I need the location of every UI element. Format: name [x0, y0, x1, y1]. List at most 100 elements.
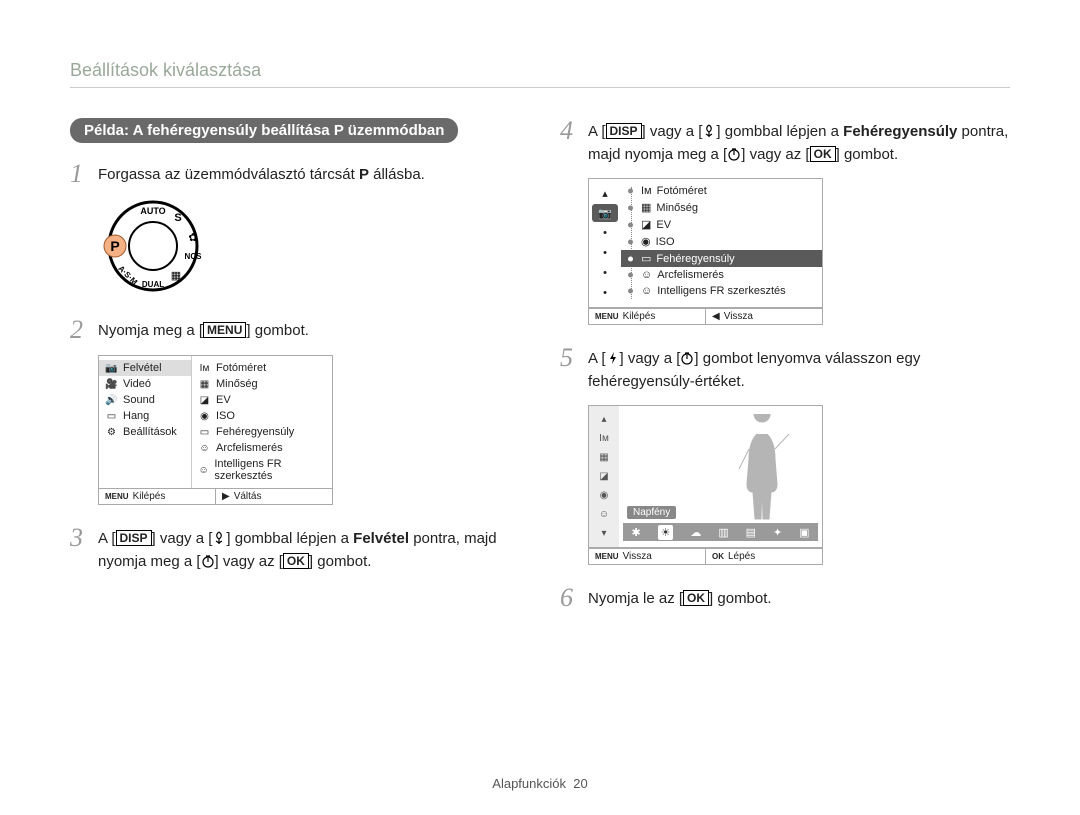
video-icon: 🎥: [105, 378, 118, 390]
dot-icon: •: [589, 263, 621, 283]
list-item: ◪EV: [621, 216, 822, 233]
step-5: 5 A [] vagy a [] gombot lenyomva válassz…: [560, 345, 1010, 393]
size-icon: Iм: [589, 433, 619, 444]
iso-icon: ◉: [641, 235, 651, 248]
wb-custom-icon: ▣: [799, 526, 809, 539]
step-text: Nyomja meg a [MENU] gombot.: [98, 317, 309, 343]
step-4: 4 A [DISP] vagy a [] gombbal lépjen a Fe…: [560, 118, 1010, 166]
camera-icon: 📷: [592, 204, 618, 222]
disp-button-icon: DISP: [606, 123, 642, 139]
step-text: Forgassa az üzemmódválasztó tárcsát P ál…: [98, 161, 425, 187]
example-label: Példa: A fehéregyensúly beállítása P üze…: [70, 118, 458, 143]
menu-left-item: 🔊Sound: [99, 392, 191, 408]
list-item-selected: ▭Fehéregyensúly: [621, 250, 822, 267]
quality-icon: ▦: [198, 378, 211, 390]
menu-screen-2: ▴ 📷 • • • • IмFotóméret ▦Minőség ◪EV ◉IS…: [588, 178, 823, 325]
page-header: Beállítások kiválasztása: [70, 60, 1010, 88]
step-number: 5: [560, 345, 588, 371]
wb-fluorescent-l-icon: ▤: [746, 526, 756, 539]
iso-icon: ◉: [589, 490, 619, 501]
list-item: ☺Intelligens FR szerkesztés: [621, 283, 822, 299]
up-arrow-icon: ▴: [589, 183, 621, 203]
quality-icon: ▦: [641, 201, 651, 214]
step-number: 1: [70, 161, 98, 187]
step-number: 2: [70, 317, 98, 343]
menu-left-item: 📷Felvétel: [99, 360, 191, 376]
up-arrow-icon: ▴: [589, 414, 619, 425]
menu-right-item: ☺Arcfelismerés: [192, 440, 332, 456]
svg-text:NCS: NCS: [185, 252, 203, 261]
step-text: Nyomja le az [OK] gombot.: [588, 585, 772, 611]
step-1: 1 Forgassa az üzemmódválasztó tárcsát P …: [70, 161, 520, 187]
face-icon: ☺: [198, 442, 211, 454]
step-text: A [DISP] vagy a [] gombbal lépjen a Fehé…: [588, 118, 1010, 166]
step-text: A [] vagy a [] gombot lenyomva válasszon…: [588, 345, 1010, 393]
macro-icon: [212, 531, 226, 545]
size-icon: Iм: [198, 362, 211, 374]
svg-text:DUAL: DUAL: [142, 280, 164, 289]
menu-right-item: ▦Minőség: [192, 376, 332, 392]
footer-back: MENUVissza: [589, 549, 705, 564]
wb-auto-icon: ✱: [631, 526, 640, 539]
menu-right-item: ▭Fehéregyensúly: [192, 424, 332, 440]
smart-icon: ☺: [198, 464, 209, 476]
timer-icon: [201, 554, 215, 568]
list-item: ☺Arcfelismerés: [621, 267, 822, 283]
menu-screen-1: 📷Felvétel 🎥Videó 🔊Sound ▭Hang ⚙Beállítás…: [98, 355, 333, 505]
dot-icon: •: [589, 223, 621, 243]
dot-icon: •: [589, 243, 621, 263]
footer-exit: MENUKilépés: [589, 309, 705, 324]
menu-right-item: ◉ISO: [192, 408, 332, 424]
list-item: IмFotóméret: [621, 183, 822, 199]
step-number: 6: [560, 585, 588, 611]
step-number: 4: [560, 118, 588, 144]
ok-button-icon: OK: [683, 590, 709, 606]
step-6: 6 Nyomja le az [OK] gombot.: [560, 585, 1010, 611]
svg-text:AUTO: AUTO: [140, 206, 165, 216]
menu-left-item: 🎥Videó: [99, 376, 191, 392]
list-item: ◉ISO: [621, 233, 822, 250]
camera-icon: 📷: [105, 362, 118, 374]
footer-switch: ▶Váltás: [215, 489, 332, 504]
ev-icon: ◪: [589, 471, 619, 482]
wb-icon: ▭: [641, 252, 651, 265]
footer-back: ◀Vissza: [705, 309, 822, 324]
menu-left-item: ▭Hang: [99, 408, 191, 424]
disp-button-icon: DISP: [116, 530, 152, 546]
footer-exit: MENUKilépés: [99, 489, 215, 504]
left-column: Példa: A fehéregyensúly beállítása P üze…: [70, 118, 520, 623]
ev-icon: ◪: [198, 394, 211, 406]
menu-right-item: ◪EV: [192, 392, 332, 408]
size-icon: Iм: [641, 185, 652, 197]
list-item: ▦Minőség: [621, 199, 822, 216]
smart-icon: ☺: [589, 509, 619, 520]
sound-icon: 🔊: [105, 394, 118, 406]
svg-text:▦: ▦: [171, 270, 181, 282]
wb-daylight-icon: ☀: [658, 525, 674, 540]
person-silhouette: [727, 414, 797, 524]
page-footer: Alapfunkciók 20: [0, 776, 1080, 791]
step-number: 3: [70, 525, 98, 551]
quality-icon: ▦: [589, 452, 619, 463]
ok-button-icon: OK: [283, 553, 309, 569]
menu-right-item: IмFotóméret: [192, 360, 332, 376]
menu-left-item: ⚙Beállítások: [99, 424, 191, 440]
menu-button-icon: MENU: [203, 322, 246, 338]
macro-icon: [702, 124, 716, 138]
gear-icon: ⚙: [105, 426, 118, 438]
wb-cloudy-icon: ☁: [690, 526, 701, 539]
wb-option-row: ✱ ☀ ☁ ▥ ▤ ✦ ▣: [623, 523, 818, 541]
face-icon: ☺: [641, 269, 652, 281]
wb-fluorescent-h-icon: ▥: [718, 526, 728, 539]
timer-icon: [680, 351, 694, 365]
footer-step: OKLépés: [705, 549, 822, 564]
right-column: 4 A [DISP] vagy a [] gombbal lépjen a Fe…: [560, 118, 1010, 623]
svg-text:✿: ✿: [188, 232, 197, 244]
menu-right-item: ☺Intelligens FR szerkesztés: [192, 456, 332, 484]
iso-icon: ◉: [198, 410, 211, 422]
svg-text:S: S: [174, 212, 181, 224]
step-3: 3 A [DISP] vagy a [] gombbal lépjen a Fe…: [70, 525, 520, 573]
smart-icon: ☺: [641, 285, 652, 297]
down-arrow-icon: ▾: [589, 528, 619, 539]
wb-preview-screen: ▴ Iм ▦ ◪ ◉ ☺ ▾ Napfény ✱: [588, 405, 823, 565]
